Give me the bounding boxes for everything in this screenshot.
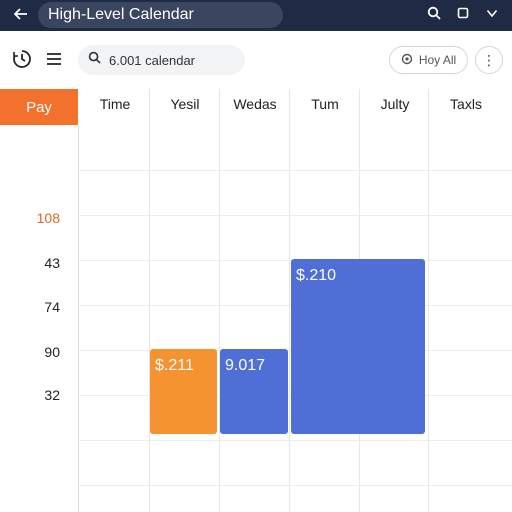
more-vertical-icon: ⋮ (482, 51, 496, 68)
menu-button[interactable] (42, 49, 66, 73)
row-label-highlight: 108 (36, 210, 60, 226)
chevron-down-icon (486, 6, 498, 24)
event-label: $.210 (296, 267, 337, 284)
grid-line (149, 89, 150, 512)
search-button[interactable] (424, 5, 444, 25)
column-header[interactable]: Time (99, 96, 131, 112)
column-header[interactable]: Yesil (170, 96, 200, 112)
account-button[interactable]: Hoy All (389, 46, 468, 74)
dropdown-button[interactable] (482, 5, 502, 25)
top-bar: High-Level Calendar (0, 0, 512, 31)
account-button-label: Hoy All (418, 53, 457, 67)
back-button[interactable] (10, 5, 32, 27)
window-button[interactable] (453, 5, 473, 25)
column-header[interactable]: Taxls (450, 96, 482, 112)
search-bar (78, 45, 245, 75)
row-label: 32 (44, 387, 60, 403)
app-title: High-Level Calendar (48, 6, 194, 23)
more-button[interactable]: ⋮ (475, 46, 503, 74)
gear-icon (401, 53, 413, 68)
event-label: $.211 (155, 357, 194, 374)
event-block[interactable]: $.211 (150, 349, 217, 434)
calendar-header: Pay Time Yesil Wedas Tum Julty Taxls (0, 89, 512, 125)
search-input[interactable] (101, 52, 239, 68)
grid-line (428, 89, 429, 512)
toolbar: Hoy All ⋮ (0, 31, 512, 89)
grid-line (78, 440, 512, 441)
pay-tab[interactable]: Pay (0, 89, 78, 125)
grid-line (78, 215, 512, 216)
history-button[interactable] (10, 49, 34, 73)
event-block[interactable]: $.210 (291, 259, 425, 434)
app-title-field[interactable]: High-Level Calendar (38, 2, 283, 28)
grid-line (78, 485, 512, 486)
grid-line (219, 89, 220, 512)
history-icon (12, 49, 32, 74)
row-label: 74 (44, 299, 60, 315)
axis-divider (78, 125, 79, 512)
column-header[interactable]: Wedas (233, 96, 277, 112)
arrow-left-icon (13, 7, 28, 26)
column-header[interactable]: Tum (311, 96, 339, 112)
column-header[interactable]: Julty (380, 96, 410, 112)
square-icon (457, 6, 469, 24)
hamburger-icon (46, 52, 62, 71)
search-icon (88, 51, 101, 69)
grid-line (289, 89, 290, 512)
row-label: 90 (44, 344, 60, 360)
grid-line (78, 170, 512, 171)
event-label: 9.017 (225, 357, 266, 374)
row-label: 43 (44, 255, 60, 271)
search-icon (427, 6, 441, 25)
event-block[interactable]: 9.017 (220, 349, 288, 434)
